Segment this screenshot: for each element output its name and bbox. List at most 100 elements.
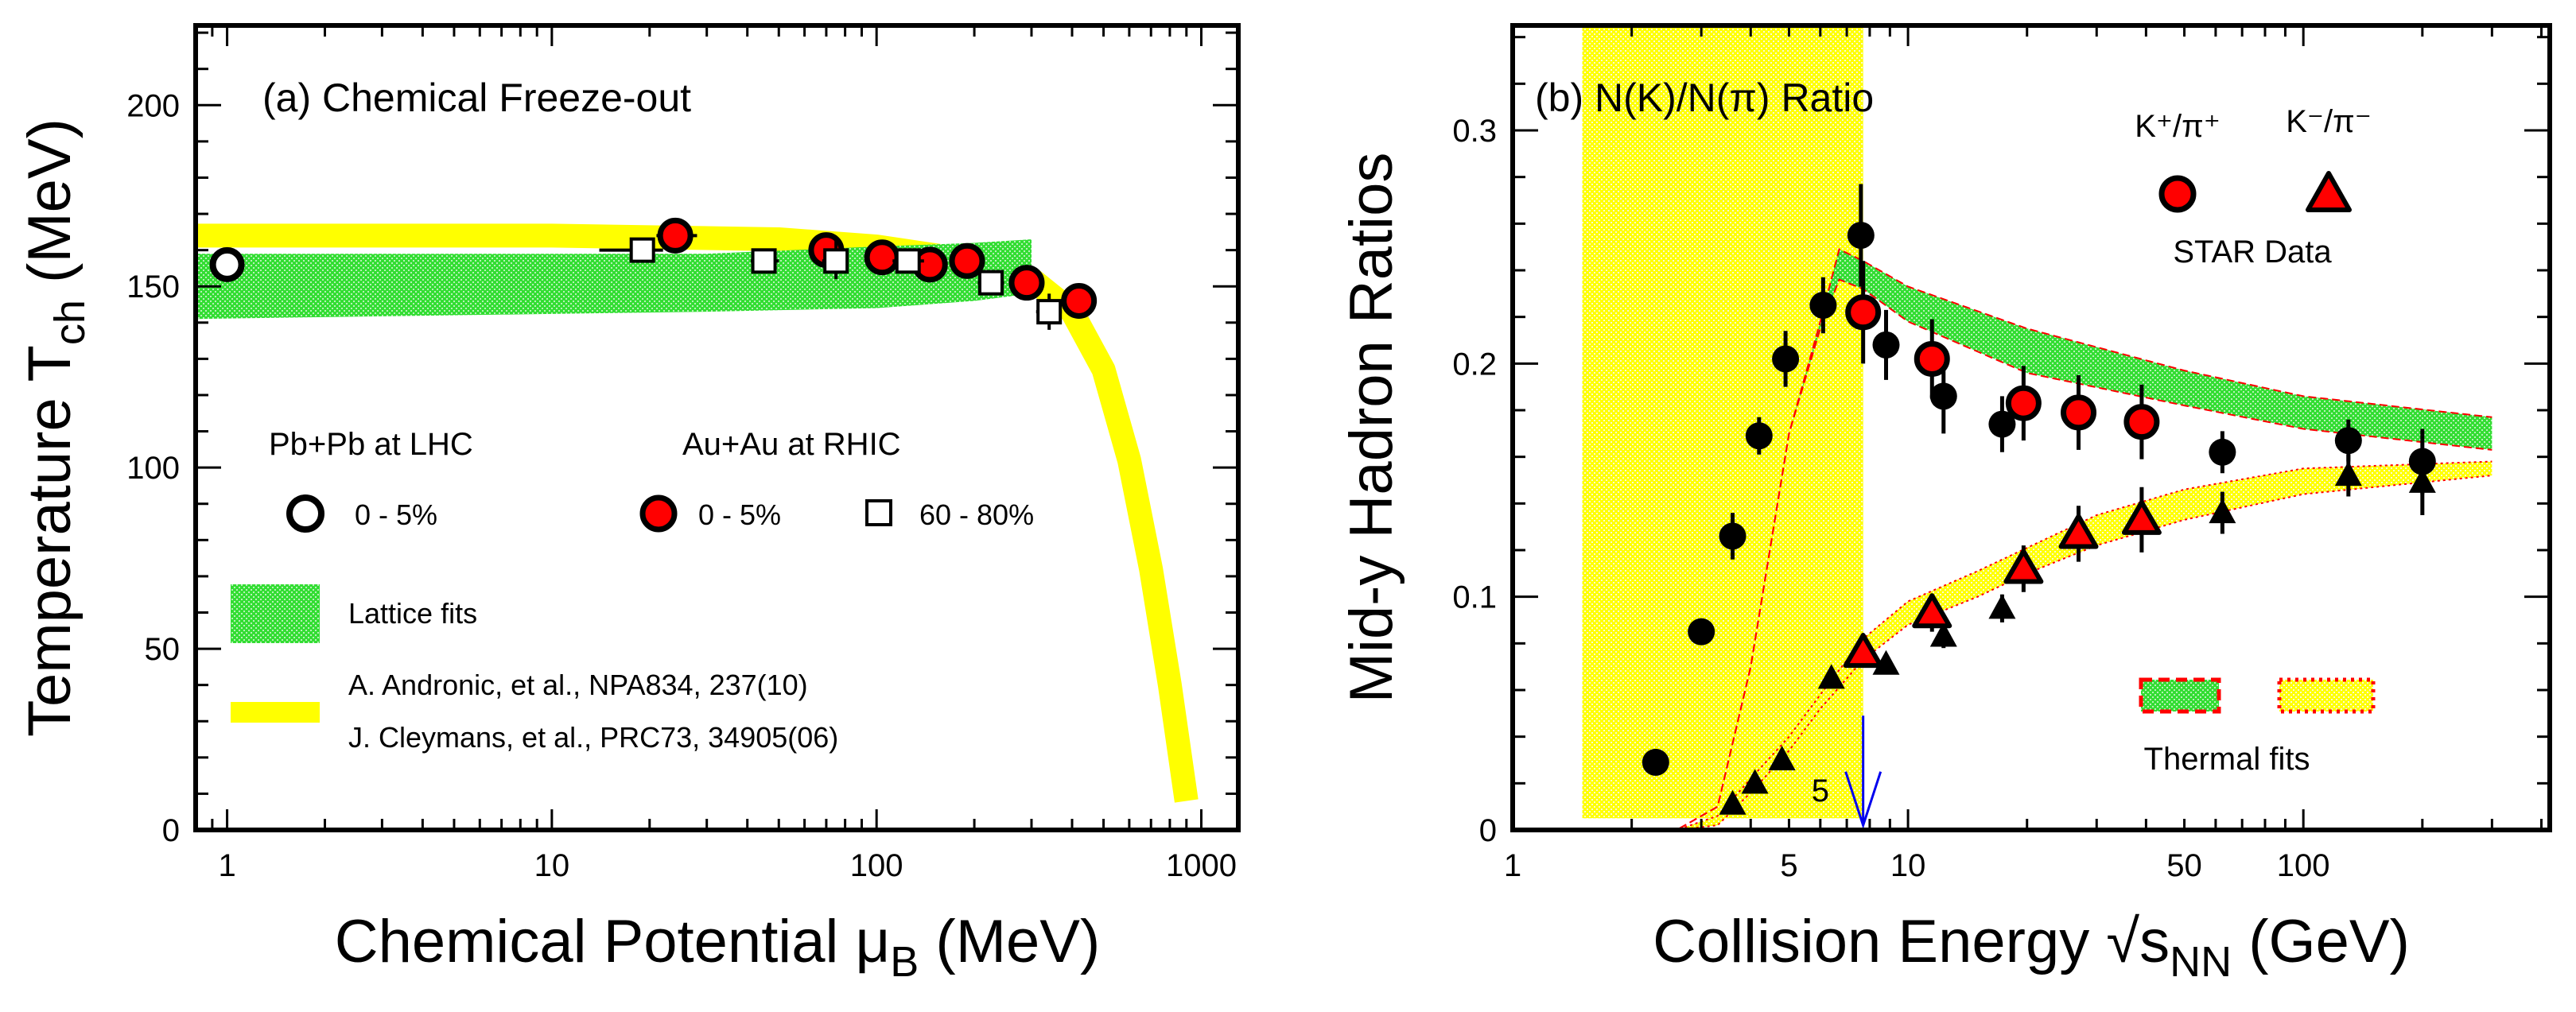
y-tick-label: 100 <box>126 451 180 486</box>
data-point-red-circle <box>1008 265 1045 301</box>
x-tick-label: 1 <box>1504 848 1521 883</box>
data-point-red-circle <box>1845 294 1882 331</box>
data-point-red-triangle <box>1912 593 1952 629</box>
data-point-black-circle <box>1809 292 1837 319</box>
x-tick-label: 5 <box>1812 774 1829 808</box>
panel-b-x-axis-title: Collision Energy √sNN (GeV) <box>1653 908 2410 986</box>
y-tick-label: 0 <box>1479 813 1497 848</box>
legend-open-circle-marker <box>286 494 324 533</box>
thermal-fit-edge-kminus <box>1513 475 2492 830</box>
legend-thermal-kplus-swatch <box>2139 677 2221 714</box>
data-point-black-triangle <box>1988 594 2016 619</box>
data-point-black-circle <box>2209 438 2236 466</box>
legend-lattice-swatch <box>231 584 320 643</box>
panel-a-y-axis-title: Temperature Tch (MeV) <box>16 118 94 737</box>
x-tick-label: 100 <box>2277 848 2330 883</box>
data-point-black-circle <box>1772 345 1800 373</box>
thermal-fit-band-kplus <box>1513 249 2492 830</box>
data-point-red-circle <box>657 217 694 254</box>
panel-a-axis-ticks: 1 10 100 1000 0 50 100 150 200 <box>126 25 1238 883</box>
data-point-red-triangle <box>2058 514 2099 549</box>
arrow-indicator-head <box>1844 771 1882 829</box>
data-point-red-circle <box>1914 340 1950 377</box>
data-point-black-circle <box>1872 331 1900 359</box>
legend-auau-peripheral-label: 60 - 80% <box>919 498 1034 531</box>
legend-open-square-marker <box>865 499 892 526</box>
data-point-black-triangle <box>2209 498 2236 524</box>
panel-b-legend: K⁺/π⁺ K⁻/π⁻ STAR Data Thermal fits <box>2135 104 2376 777</box>
panel-a-plot-area <box>196 217 1199 803</box>
x-tick-label: 1 <box>218 848 235 883</box>
panel-a-x-axis-title: Chemical Potential μB (MeV) <box>335 908 1101 986</box>
x-tick-label: 10 <box>1890 848 1926 883</box>
data-point-open-square <box>1036 299 1063 325</box>
data-point-red-triangle <box>2003 549 2044 584</box>
legend-model-swatch <box>231 702 320 723</box>
data-point-red-circle <box>864 239 900 276</box>
panel-b-frame <box>1510 23 2552 832</box>
legend-red-circle-marker <box>639 494 678 533</box>
legend-pbpb-label: 0 - 5% <box>355 498 437 531</box>
data-point-red-triangle <box>1843 633 1883 669</box>
x-tick-label: 100 <box>850 848 903 883</box>
y-tick-label: 200 <box>126 88 180 123</box>
data-point-black-triangle <box>1741 769 1769 794</box>
legend-kplus-marker <box>2158 175 2197 213</box>
legend-pbpb-header: Pb+Pb at LHC <box>269 427 473 462</box>
legend-lattice-label: Lattice fits <box>348 597 477 630</box>
panel-b-title: (b) N(K)/N(π) Ratio <box>1535 76 1874 120</box>
data-point-black-triangle <box>1719 789 1746 815</box>
data-point-black-triangle <box>2408 467 2436 493</box>
x-tick-label: 1000 <box>1166 848 1237 883</box>
y-tick-label: 0.1 <box>1452 580 1497 615</box>
legend-thermal-kminus-swatch <box>2277 677 2376 714</box>
legend-star-label: STAR Data <box>2173 235 2332 269</box>
data-point-black-triangle <box>1768 746 1796 770</box>
legend-kminus-marker <box>2306 171 2352 212</box>
legend-kminus-label: K⁻/π⁻ <box>2286 104 2372 139</box>
y-tick-label: 50 <box>145 632 181 667</box>
legend-auau-header: Au+Au at RHIC <box>682 427 901 462</box>
data-point-black-triangle <box>2334 461 2362 487</box>
data-point-red-circle <box>949 242 985 279</box>
data-point-black-triangle <box>1817 664 1845 689</box>
data-point-black-circle <box>1719 522 1746 550</box>
legend-model-line2: J. Cleymans, et al., PRC73, 34905(06) <box>348 721 838 754</box>
data-point-open-square <box>751 248 777 274</box>
data-point-red-circle <box>2005 385 2042 421</box>
data-point-open-square <box>895 248 921 274</box>
data-point-red-circle <box>2123 404 2160 440</box>
legend-kplus-label: K⁺/π⁺ <box>2135 109 2220 144</box>
data-point-black-circle <box>1688 618 1715 646</box>
panel-b-y-axis-title: Mid-y Hadron Ratios <box>1338 153 1405 704</box>
y-tick-label: 150 <box>126 269 180 304</box>
data-point-red-triangle <box>2121 499 2162 535</box>
thermal-fit-edge-kplus <box>1513 248 2492 830</box>
panel-b-plot-area <box>1513 25 2492 830</box>
panel-a-frame <box>193 23 1241 832</box>
data-point-black-triangle <box>1929 622 1957 647</box>
data-point-open-circle <box>209 246 245 282</box>
thermal-fit-edge-kplus <box>1513 278 2492 830</box>
y-tick-label: 0 <box>162 813 180 848</box>
data-point-open-square <box>629 237 655 263</box>
data-point-black-triangle <box>1872 649 1900 675</box>
panel-a-legend: Pb+Pb at LHC 0 - 5% Au+Au at RHIC 0 - 5%… <box>231 427 1034 754</box>
legend-thermal-label: Thermal fits <box>2144 742 2310 777</box>
data-point-black-circle <box>2334 427 2362 455</box>
data-point-black-circle <box>1642 748 1669 776</box>
panel-a-chemical-freeze-out: 1 10 100 1000 0 50 100 150 200 (a) Chemical Free… <box>16 23 1241 986</box>
data-point-black-circle <box>1929 382 1957 410</box>
legend-auau-central-label: 0 - 5% <box>698 498 781 531</box>
data-point-open-square <box>977 269 1004 296</box>
shaded-energy-region <box>1582 25 1863 819</box>
data-point-black-circle <box>1988 410 2016 438</box>
data-point-red-circle <box>2061 394 2097 431</box>
data-point-black-circle <box>1847 222 1875 249</box>
x-tick-label: 5 <box>1780 848 1797 883</box>
legend-model-line1: A. Andronic, et al., NPA834, 237(10) <box>348 669 808 701</box>
x-tick-label: 50 <box>2166 848 2202 883</box>
